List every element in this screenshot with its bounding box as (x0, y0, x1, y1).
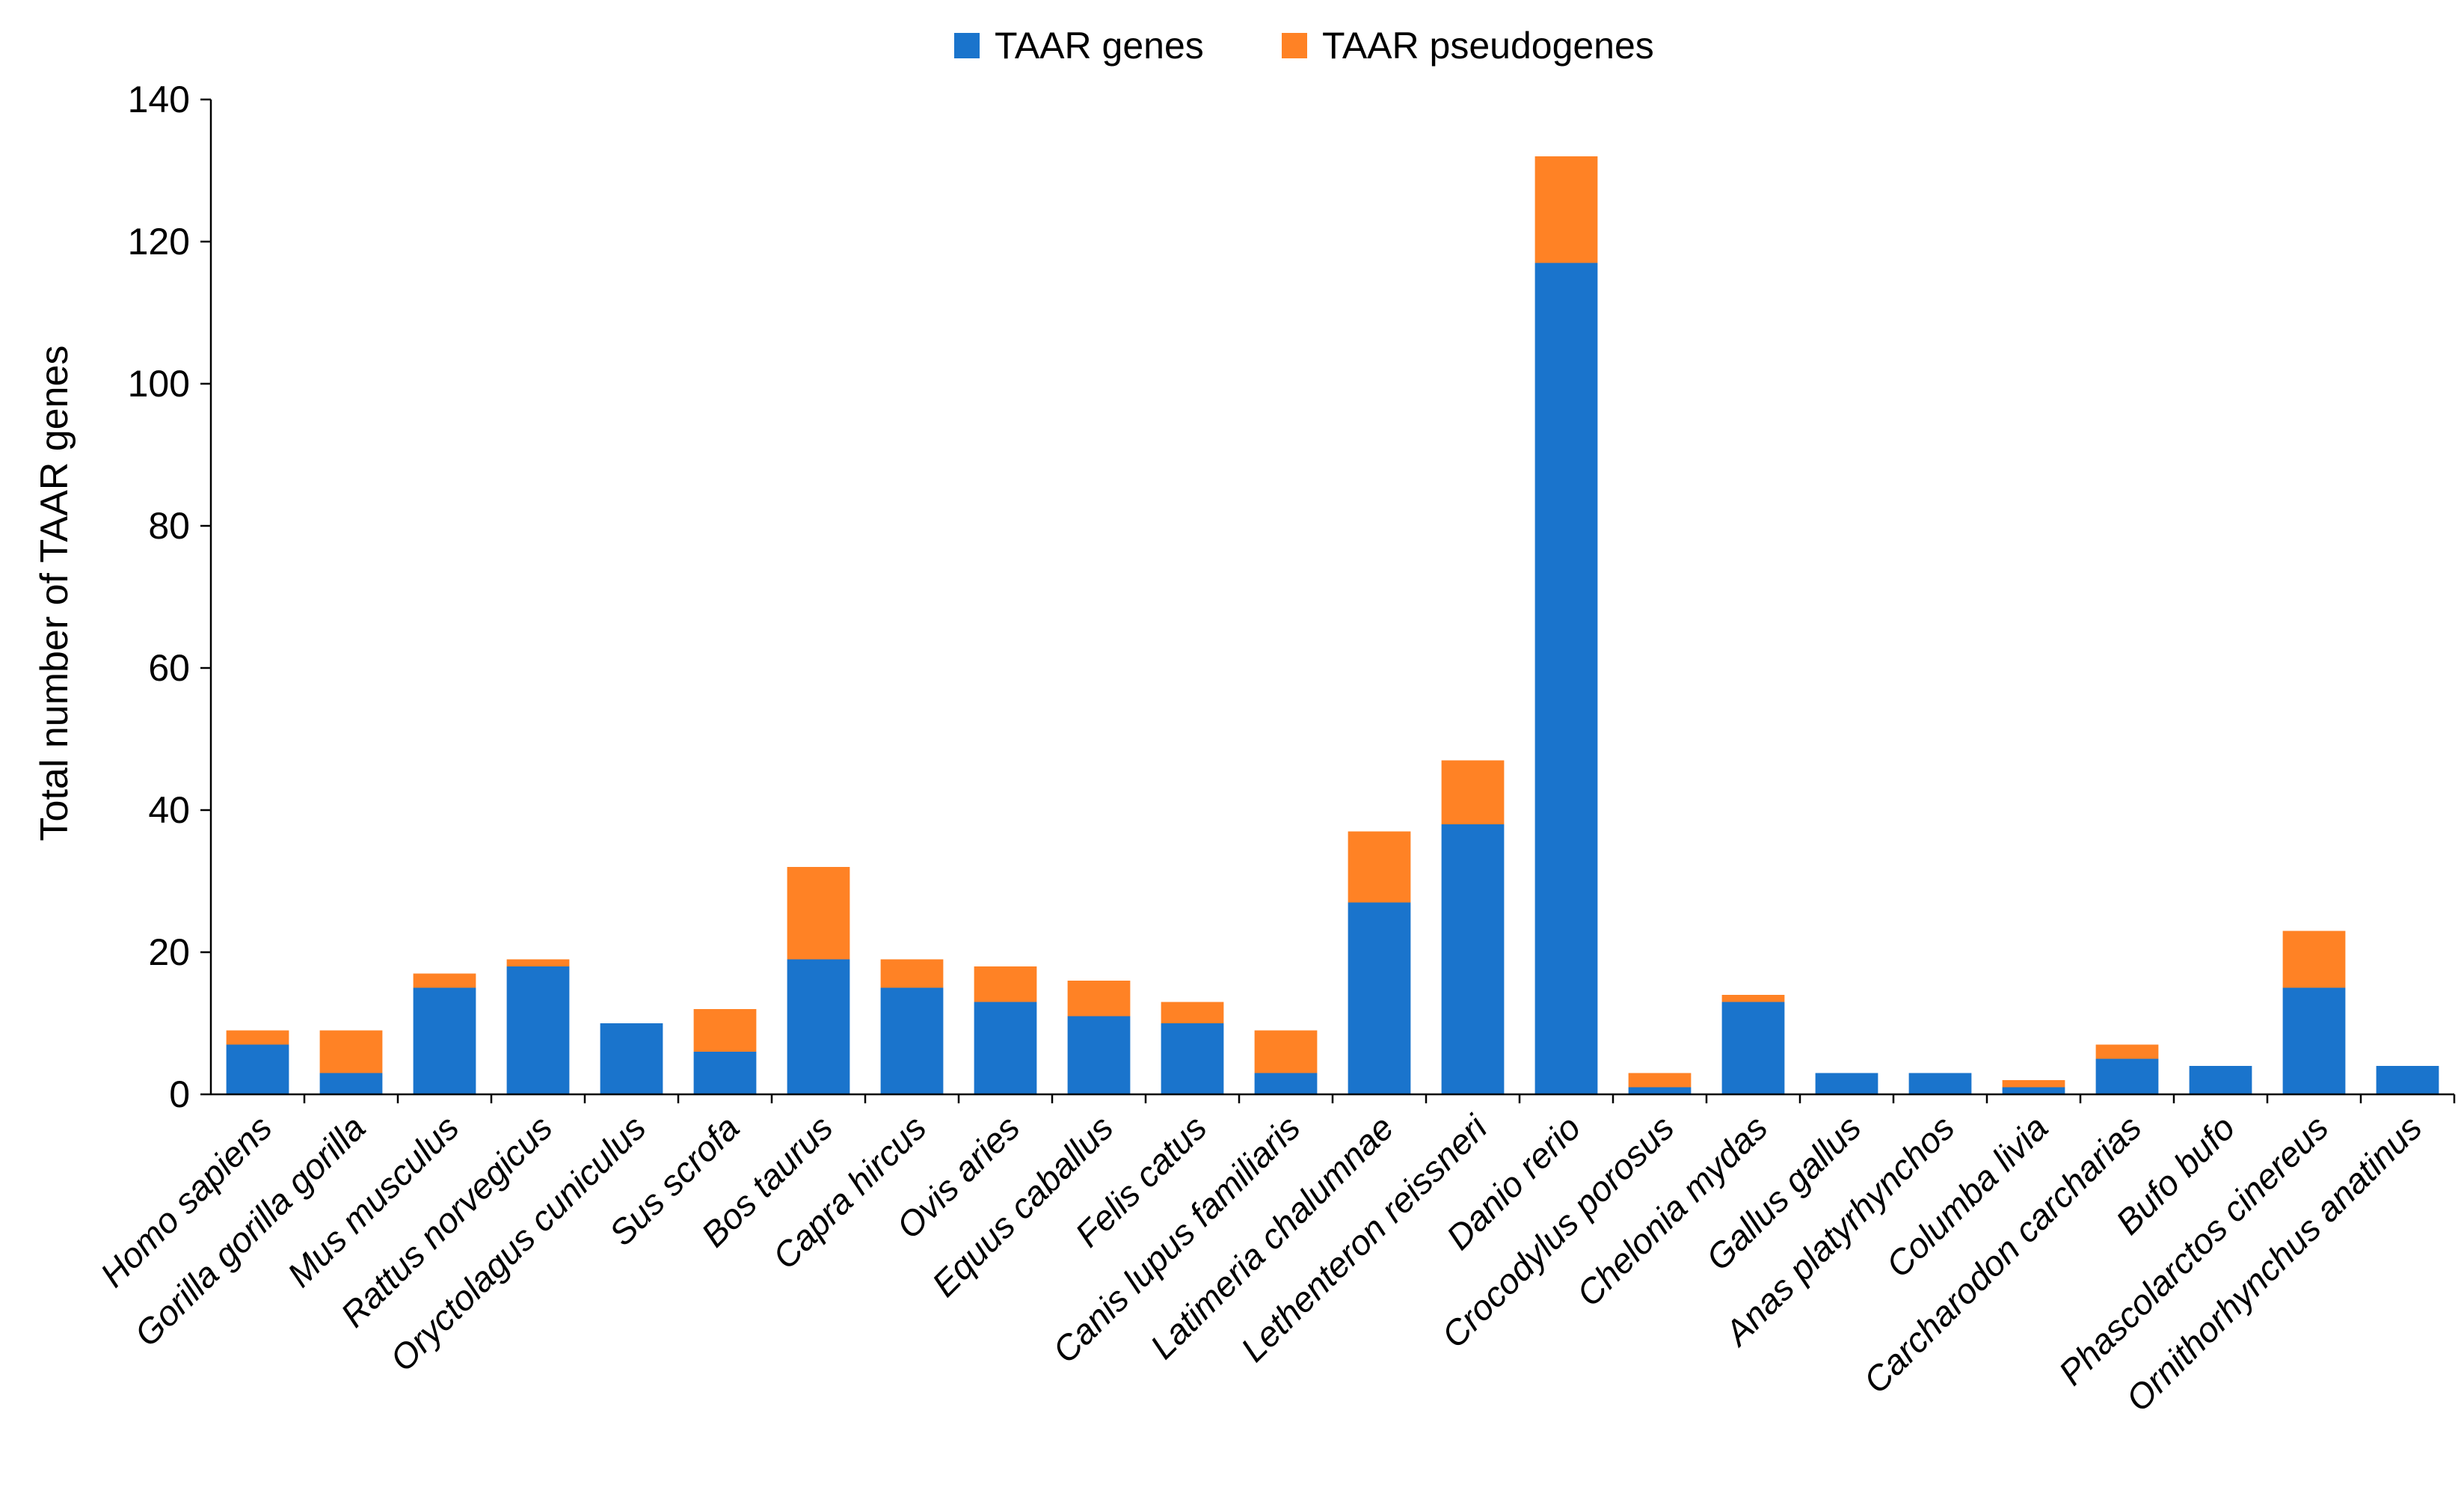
bar-pseudogenes-phascolarctos-cinereus (2282, 931, 2346, 988)
bar-genes-ovis-aries (974, 1002, 1037, 1094)
legend-label-taar-pseudogenes: TAAR pseudogenes (1322, 25, 1654, 67)
bar-genes-gallus-gallus (1815, 1073, 1878, 1094)
bar-pseudogenes-lethenteron-reissneri (1441, 760, 1505, 824)
bar-pseudogenes-chelonia-mydas (1721, 995, 1785, 1002)
y-tick-label-20: 20 (148, 931, 190, 973)
bar-genes-mus-musculus (413, 987, 476, 1094)
bar-pseudogenes-sus-scrofa (693, 1009, 757, 1052)
bar-genes-bufo-bufo (2189, 1066, 2252, 1094)
y-tick-label-80: 80 (148, 505, 190, 547)
legend-label-taar-genes: TAAR genes (995, 25, 1204, 67)
bar-pseudogenes-danio-rerio (1534, 156, 1598, 263)
y-tick-label-120: 120 (128, 221, 190, 263)
y-tick-label-100: 100 (128, 363, 190, 405)
bar-genes-danio-rerio (1534, 263, 1598, 1094)
bar-genes-sus-scrofa (693, 1052, 757, 1094)
x-category-label-columba-livia: Columba livia (1878, 1108, 2056, 1285)
bar-genes-latimeria-chalumnae (1348, 902, 1411, 1094)
bar-genes-oryctolagus-cuniculus (600, 1023, 663, 1094)
bar-pseudogenes-columba-livia (2002, 1080, 2065, 1088)
bar-genes-crocodylus-porosus (1628, 1087, 1692, 1094)
bar-genes-anas-platyrhynchos (1908, 1073, 1972, 1094)
bar-pseudogenes-crocodylus-porosus (1628, 1073, 1692, 1088)
bar-genes-gorilla-gorilla-gorilla (319, 1073, 383, 1094)
y-tick-label-0: 0 (169, 1073, 190, 1115)
bar-pseudogenes-bos-taurus (787, 867, 850, 960)
bar-pseudogenes-homo-sapiens (226, 1030, 289, 1045)
bar-genes-carcharodon-carcharias (2095, 1058, 2159, 1094)
bar-genes-homo-sapiens (226, 1044, 289, 1094)
bar-pseudogenes-carcharodon-carcharias (2095, 1044, 2159, 1059)
bar-pseudogenes-felis-catus (1161, 1002, 1224, 1023)
bar-pseudogenes-rattus-norvegicus (506, 959, 570, 966)
y-tick-label-140: 140 (128, 79, 190, 120)
y-tick-label-60: 60 (148, 647, 190, 689)
bar-genes-lethenteron-reissneri (1441, 824, 1505, 1094)
y-axis-title: Total number of TAAR genes (33, 346, 76, 842)
bar-genes-chelonia-mydas (1721, 1002, 1785, 1094)
bar-pseudogenes-capra-hircus (880, 959, 944, 988)
bar-genes-felis-catus (1161, 1023, 1224, 1094)
bar-genes-equus-caballus (1067, 1016, 1131, 1094)
bar-pseudogenes-equus-caballus (1067, 981, 1131, 1017)
y-tick-label-40: 40 (148, 789, 190, 831)
bar-pseudogenes-canis-lupus-familiaris (1254, 1030, 1318, 1073)
legend-swatch-taar-pseudogenes (1282, 33, 1307, 58)
y-axis-ticks: 0 20 40 60 80 100 120 140 (128, 79, 211, 1115)
bar-pseudogenes-ovis-aries (974, 966, 1037, 1002)
legend: TAAR genes TAAR pseudogenes (954, 25, 1654, 67)
legend-swatch-taar-genes (954, 33, 980, 58)
bar-pseudogenes-gorilla-gorilla-gorilla (319, 1030, 383, 1073)
bar-genes-phascolarctos-cinereus (2282, 987, 2346, 1094)
bar-genes-ornithorhynchus-anatinus (2376, 1066, 2439, 1094)
bar-genes-rattus-norvegicus (506, 966, 570, 1094)
bar-genes-columba-livia (2002, 1087, 2065, 1094)
bar-genes-capra-hircus (880, 987, 944, 1094)
bar-genes-bos-taurus (787, 959, 850, 1094)
bar-pseudogenes-latimeria-chalumnae (1348, 831, 1411, 903)
bars (226, 156, 2439, 1094)
bar-genes-canis-lupus-familiaris (1254, 1073, 1318, 1094)
bar-pseudogenes-mus-musculus (413, 973, 476, 988)
